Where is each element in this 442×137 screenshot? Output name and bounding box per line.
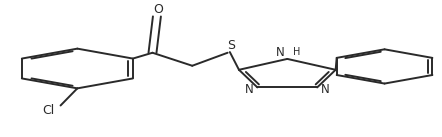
Text: S: S [227, 39, 235, 52]
Text: N: N [276, 46, 285, 58]
Text: O: O [153, 3, 163, 16]
Text: N: N [245, 83, 254, 96]
Text: N: N [321, 83, 329, 96]
Text: Cl: Cl [42, 104, 55, 117]
Text: H: H [293, 47, 300, 57]
